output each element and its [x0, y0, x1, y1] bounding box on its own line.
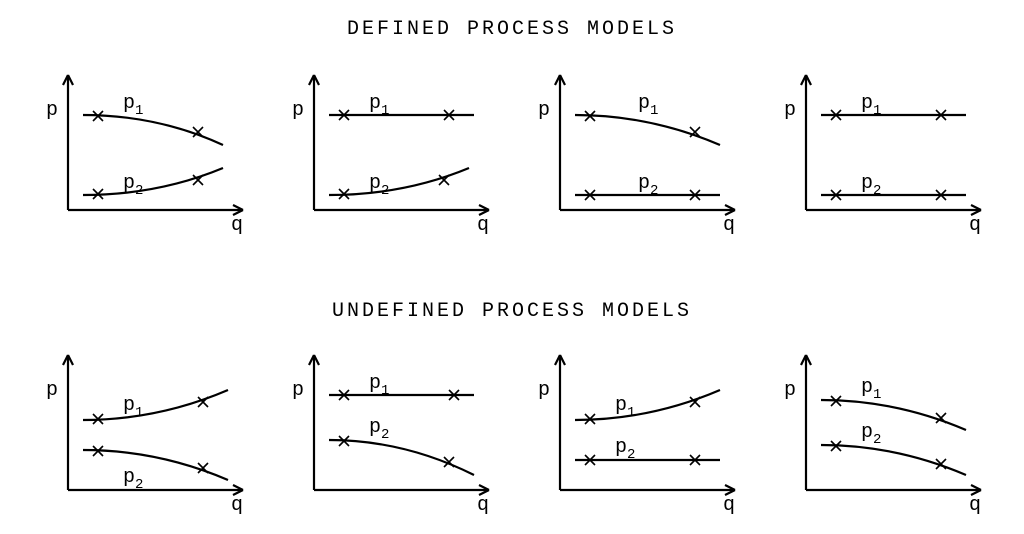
defined-panel-0: pqp1p2: [28, 60, 258, 230]
curve-p2: [329, 168, 469, 195]
undefined-panel-1: pqp1p2: [274, 340, 504, 510]
title-undefined: UNDEFINED PROCESS MODELS: [0, 300, 1024, 323]
y-axis-label: p: [538, 379, 550, 402]
x-axis-label: q: [231, 214, 243, 237]
curve-label-p2: p2: [638, 172, 658, 199]
x-axis-label: q: [231, 494, 243, 517]
x-axis-label: q: [969, 214, 981, 237]
curve-label-p2: p2: [123, 466, 143, 493]
title-defined: DEFINED PROCESS MODELS: [0, 18, 1024, 41]
curve-p1: [575, 115, 720, 145]
curve-label-p1: p1: [123, 394, 143, 421]
x-axis-label: q: [477, 494, 489, 517]
defined-panel-3: pqp1p2: [766, 60, 996, 230]
y-axis-label: p: [292, 379, 304, 402]
defined-panel-1: pqp1p2: [274, 60, 504, 230]
curve-label-p2: p2: [369, 172, 389, 199]
curve-label-p1: p1: [638, 92, 658, 119]
undefined-panel-0: pqp1p2: [28, 340, 258, 510]
row-undefined: pqp1p2pqp1p2pqp1p2pqp1p2: [0, 340, 1024, 510]
curve-label-p1: p1: [123, 92, 143, 119]
defined-panel-2: pqp1p2: [520, 60, 750, 230]
curve-label-p1: p1: [861, 92, 881, 119]
row-defined: pqp1p2pqp1p2pqp1p2pqp1p2: [0, 60, 1024, 230]
y-axis-label: p: [784, 379, 796, 402]
curve-label-p2: p2: [861, 172, 881, 199]
curve-label-p1: p1: [861, 376, 881, 403]
curve-label-p2: p2: [369, 416, 389, 443]
undefined-panel-2: pqp1p2: [520, 340, 750, 510]
x-axis-label: q: [723, 494, 735, 517]
x-axis-label: q: [477, 214, 489, 237]
y-axis-label: p: [538, 99, 550, 122]
x-axis-label: q: [723, 214, 735, 237]
x-axis-label: q: [969, 494, 981, 517]
y-axis-label: p: [46, 99, 58, 122]
curve-p2: [329, 440, 474, 475]
curve-label-p2: p2: [861, 421, 881, 448]
curve-label-p1: p1: [615, 394, 635, 421]
undefined-panel-3: pqp1p2: [766, 340, 996, 510]
curve-label-p2: p2: [123, 172, 143, 199]
curve-label-p1: p1: [369, 92, 389, 119]
y-axis-label: p: [784, 99, 796, 122]
curve-p2: [83, 168, 223, 195]
curve-p1: [83, 115, 223, 145]
curve-label-p1: p1: [369, 372, 389, 399]
y-axis-label: p: [46, 379, 58, 402]
page: DEFINED PROCESS MODELS p q p1 p2 p q p1 p2 p q p1 p…: [0, 0, 1024, 534]
curve-label-p2: p2: [615, 436, 635, 463]
y-axis-label: p: [292, 99, 304, 122]
